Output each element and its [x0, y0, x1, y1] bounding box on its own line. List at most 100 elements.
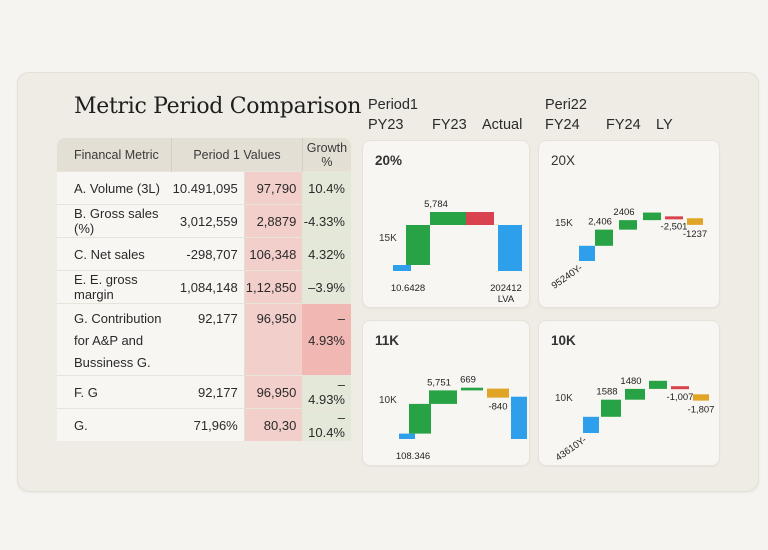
- data-label: 1588: [596, 387, 617, 398]
- waterfall-card-period2-top: 20X 15K 95240Y- 2,406 2406 -2,501 -1237: [538, 140, 720, 308]
- table-row[interactable]: A. Volume (3L) 10.491,095 97,790 10.4%: [57, 171, 351, 205]
- header-growth[interactable]: Growth %: [302, 138, 351, 172]
- table-row[interactable]: B. Gross sales (%) 3,012,559 2,8879 -4.33%: [57, 204, 351, 238]
- period1-value-cell: 3,012,559: [171, 204, 245, 238]
- data-label: 5,784: [424, 199, 448, 210]
- waterfall-bar-increase[interactable]: [649, 380, 667, 389]
- waterfall-bar-start[interactable]: [579, 245, 595, 261]
- period2-col-0: FY24: [545, 117, 580, 133]
- growth-cell: –3.9%: [302, 270, 351, 304]
- period2-col-1: FY24: [606, 117, 641, 133]
- table-row[interactable]: G. Contribution for A&P and Bussiness G.…: [57, 303, 351, 376]
- axis-label: 15K: [379, 233, 397, 244]
- axis-label: 10K: [379, 395, 397, 406]
- axis-label: 10K: [555, 393, 573, 404]
- waterfall-bar-increase[interactable]: [409, 403, 431, 434]
- waterfall-bar-increase[interactable]: [461, 387, 483, 391]
- data-label: -1237: [683, 229, 707, 240]
- waterfall-bar-end[interactable]: [511, 396, 527, 439]
- waterfall-chart: 10K 108.346 5,751 669 -840: [379, 375, 527, 462]
- data-label: 95240Y-: [550, 262, 585, 291]
- waterfall-bar-end[interactable]: [498, 225, 522, 271]
- period1-value-cell: 92,177: [171, 303, 245, 376]
- metric-cell: E. E. gross margin: [57, 270, 172, 304]
- waterfall-bar-other[interactable]: [693, 394, 709, 401]
- metric-cell: A. Volume (3L): [57, 171, 172, 205]
- waterfall-bar-other[interactable]: [687, 218, 703, 225]
- period2-label: Peri22: [545, 97, 587, 113]
- data-label: 43610Y-: [554, 434, 589, 463]
- data-label: LVA: [498, 294, 515, 305]
- data-label: -1,807: [688, 405, 715, 416]
- waterfall-card-period1-top: 20% 15K 10.6428 5,784 202412 LVA: [362, 140, 530, 308]
- metrics-table: Financal Metric Period 1 Values Growth %…: [57, 138, 351, 441]
- growth-cell: –10.4%: [302, 408, 351, 441]
- data-label: -1,007: [667, 392, 694, 403]
- table-row[interactable]: E. E. gross margin 1,084,148 1,12,850 –3.9%: [57, 270, 351, 304]
- card-title: 20X: [551, 153, 576, 168]
- period1-value-cell: -298,707: [171, 237, 245, 271]
- data-label: 202412: [490, 283, 522, 294]
- waterfall-bar-increase[interactable]: [619, 220, 637, 230]
- period1-value-cell: 1,084,148: [171, 270, 245, 304]
- table-header-row: Financal Metric Period 1 Values Growth %: [57, 138, 351, 172]
- data-label: 5,751: [427, 377, 451, 388]
- waterfall-bar-decrease[interactable]: [665, 216, 683, 220]
- metric-cell: F. G: [57, 375, 172, 409]
- period1-col-0: PY23: [368, 117, 404, 133]
- period1-col-1: FY23: [432, 117, 467, 133]
- data-label: 2,406: [588, 217, 612, 228]
- table-row[interactable]: C. Net sales -298,707 106,348 4.32%: [57, 237, 351, 271]
- waterfall-bar-increase[interactable]: [625, 388, 645, 400]
- waterfall-bar-increase[interactable]: [429, 390, 457, 404]
- waterfall-bar-decrease[interactable]: [671, 386, 689, 390]
- period2-value-cell: 97,790: [244, 171, 303, 205]
- period1-value-cell: 10.491,095: [171, 171, 245, 205]
- waterfall-bar-increase[interactable]: [595, 229, 613, 246]
- data-label: 10.6428: [391, 283, 425, 294]
- growth-cell: –4.93%: [302, 303, 351, 376]
- waterfall-bar-increase[interactable]: [601, 399, 621, 417]
- growth-cell: 4.32%: [302, 237, 351, 271]
- waterfall-bar-start[interactable]: [583, 416, 599, 433]
- data-label: 108.346: [396, 451, 430, 462]
- growth-cell: –4.93%: [302, 375, 351, 409]
- axis-label: 15K: [555, 218, 573, 229]
- card-title: 11K: [375, 333, 400, 348]
- metric-cell: G. Contribution for A&P and Bussiness G.: [57, 303, 172, 376]
- waterfall-bar-start[interactable]: [399, 433, 415, 439]
- waterfall-bar-increase[interactable]: [430, 212, 466, 225]
- period1-col-2: Actual: [482, 117, 523, 133]
- period2-value-cell: 106,348: [244, 237, 303, 271]
- data-label: 2406: [613, 207, 634, 218]
- growth-cell: 10.4%: [302, 171, 351, 205]
- waterfall-bar-increase[interactable]: [406, 225, 430, 265]
- waterfall-card-period1-bottom: 11K 10K 108.346 5,751 669 -840: [362, 320, 530, 466]
- table-row[interactable]: G. 71,96% 80,30 –10.4%: [57, 408, 351, 441]
- table-row[interactable]: F. G 92,177 96,950 –4.93%: [57, 375, 351, 409]
- metric-cell: B. Gross sales (%): [57, 204, 172, 238]
- period2-value-cell: 96,950: [244, 303, 303, 376]
- waterfall-bar-start[interactable]: [393, 265, 411, 271]
- period1-value-cell: 92,177: [171, 375, 245, 409]
- period2-value-cell: 2,8879: [244, 204, 303, 238]
- period1-label: Period1: [368, 97, 418, 113]
- growth-cell: -4.33%: [302, 204, 351, 238]
- data-label: 669: [460, 375, 476, 386]
- metric-cell: C. Net sales: [57, 237, 172, 271]
- period2-value-cell: 96,950: [244, 375, 303, 409]
- header-metric[interactable]: Financal Metric: [57, 138, 173, 172]
- metric-cell: G.: [57, 408, 172, 441]
- data-label: -840: [488, 402, 507, 413]
- header-period1[interactable]: Period 1 Values: [171, 138, 303, 172]
- data-label: -2,501: [661, 221, 688, 232]
- period1-value-cell: 71,96%: [171, 408, 245, 441]
- waterfall-bar-increase[interactable]: [643, 212, 661, 221]
- card-title: 10K: [551, 333, 576, 348]
- data-label: 1480: [620, 376, 641, 387]
- waterfall-bar-other[interactable]: [487, 388, 509, 398]
- waterfall-bar-decrease[interactable]: [466, 212, 494, 225]
